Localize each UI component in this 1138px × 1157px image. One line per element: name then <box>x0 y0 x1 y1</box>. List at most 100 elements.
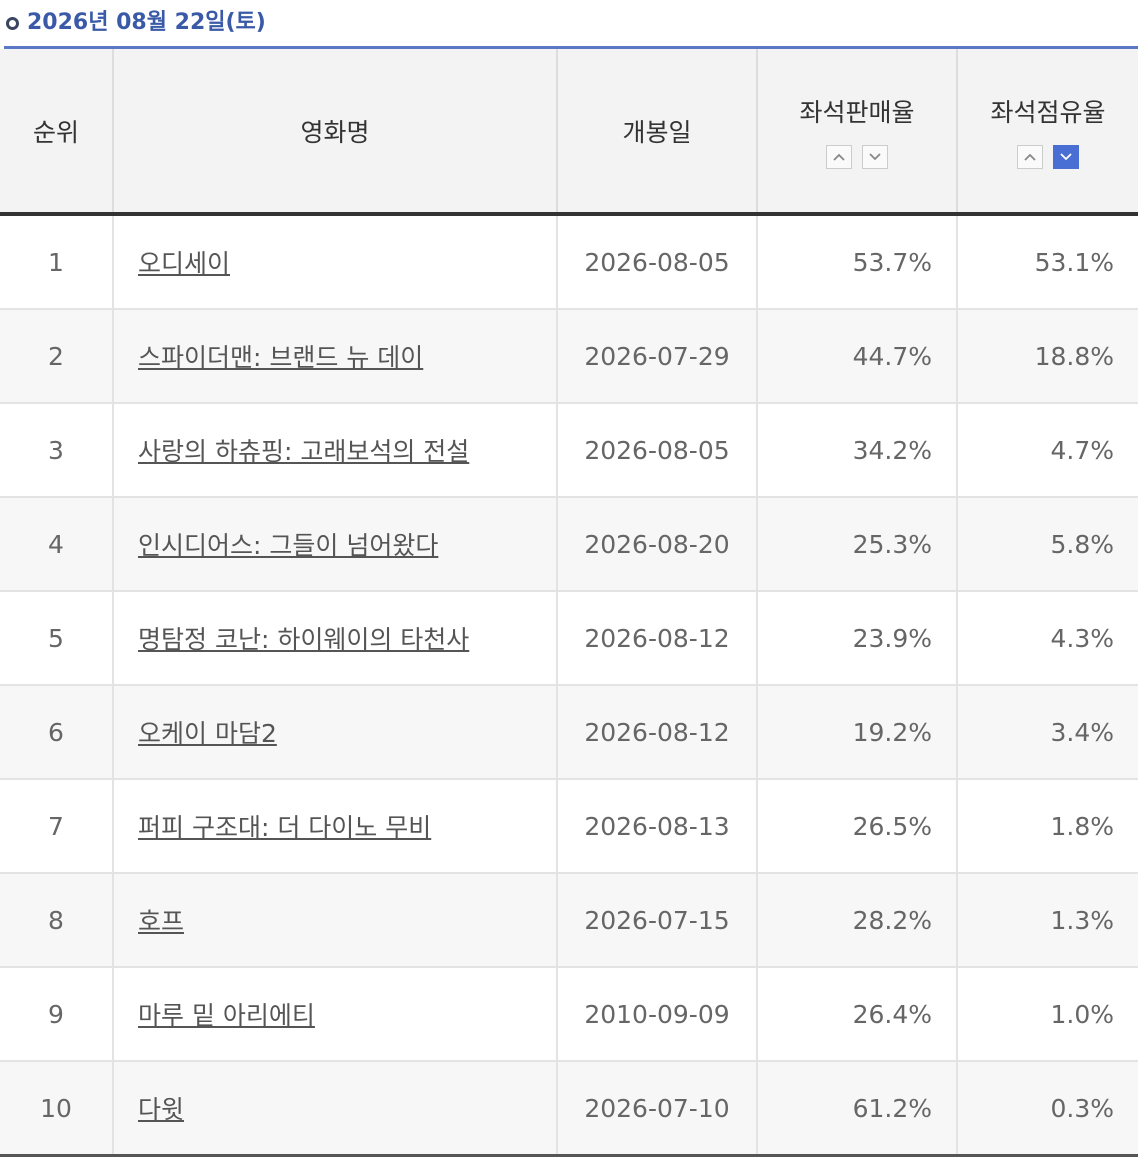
seat-share-rate: 18.8% <box>1034 341 1114 371</box>
release-date: 2026-08-20 <box>584 529 730 559</box>
seat-share-rate: 53.1% <box>1034 247 1114 277</box>
table-row: 5 명탐정 코난: 하이웨이의 타천사 2026-08-12 23.9% 4.3% <box>0 591 1138 686</box>
movie-title-cell: 오케이 마담2 <box>112 685 557 780</box>
release-date-cell: 2026-08-12 <box>556 685 757 780</box>
seat-share-rate: 5.8% <box>1050 529 1114 559</box>
table-row: 10 다윗 2026-07-10 61.2% 0.3% <box>0 1061 1138 1157</box>
movie-link[interactable]: 호프 <box>138 907 185 936</box>
seat-share-rate-cell: 4.7% <box>956 403 1138 498</box>
column-label: 좌석점유율 <box>990 97 1106 127</box>
column-header: 좌석점유율 <box>956 49 1138 216</box>
release-date-cell: 2026-08-05 <box>556 403 757 498</box>
movie-link[interactable]: 명탐정 코난: 하이웨이의 타천사 <box>138 625 470 654</box>
table-row: 8 호프 2026-07-15 28.2% 1.3% <box>0 873 1138 968</box>
sort-asc-button[interactable] <box>1017 144 1043 169</box>
column-header: 영화명 <box>112 49 557 216</box>
seat-sales-rate: 44.7% <box>852 341 932 371</box>
movie-title-cell: 인시디어스: 그들이 넘어왔다 <box>112 497 557 592</box>
sort-buttons <box>759 144 955 169</box>
rank-cell: 9 <box>0 967 113 1062</box>
seat-share-rate-cell: 1.0% <box>956 967 1138 1062</box>
movie-link[interactable]: 오디세이 <box>138 249 231 278</box>
seat-sales-rate: 53.7% <box>852 247 932 277</box>
seat-share-rate-cell: 0.3% <box>956 1061 1138 1157</box>
rank-cell: 8 <box>0 873 113 968</box>
release-date-cell: 2026-08-05 <box>556 214 757 310</box>
rank: 7 <box>48 811 64 841</box>
sort-desc-button[interactable] <box>862 144 888 169</box>
table-row: 2 스파이더맨: 브랜드 뉴 데이 2026-07-29 44.7% 18.8% <box>0 309 1138 404</box>
seat-share-rate: 3.4% <box>1050 717 1114 747</box>
movie-link[interactable]: 사랑의 하츄핑: 고래보석의 전설 <box>138 437 470 466</box>
table-row: 7 퍼피 구조대: 더 다이노 무비 2026-08-13 26.5% 1.8% <box>0 779 1138 874</box>
seat-share-rate: 4.3% <box>1050 623 1114 653</box>
rank-cell: 4 <box>0 497 113 592</box>
rank-cell: 3 <box>0 403 113 498</box>
rank: 3 <box>48 435 64 465</box>
release-date: 2010-09-09 <box>584 999 730 1029</box>
table-row: 3 사랑의 하츄핑: 고래보석의 전설 2026-08-05 34.2% 4.7% <box>0 403 1138 498</box>
movie-link[interactable]: 다윗 <box>138 1095 185 1124</box>
rank: 1 <box>48 247 64 277</box>
rank-cell: 1 <box>0 214 113 310</box>
seat-sales-rate-cell: 44.7% <box>756 309 957 404</box>
seat-sales-rate-cell: 26.5% <box>756 779 957 874</box>
rank: 6 <box>48 717 64 747</box>
movie-link[interactable]: 스파이더맨: 브랜드 뉴 데이 <box>138 343 424 372</box>
movie-title-cell: 오디세이 <box>112 214 557 310</box>
seat-sales-rate: 26.4% <box>852 999 932 1029</box>
release-date: 2026-07-15 <box>584 905 730 935</box>
release-date-cell: 2026-08-12 <box>556 591 757 686</box>
movie-title-cell: 퍼피 구조대: 더 다이노 무비 <box>112 779 557 874</box>
release-date: 2026-08-12 <box>584 623 730 653</box>
seat-sales-rate: 26.5% <box>852 811 932 841</box>
date-title: 2026년 08월 22일(토) <box>27 10 266 35</box>
movie-title-cell: 스파이더맨: 브랜드 뉴 데이 <box>112 309 557 404</box>
table-row: 4 인시디어스: 그들이 넘어왔다 2026-08-20 25.3% 5.8% <box>0 497 1138 592</box>
movie-title-cell: 명탐정 코난: 하이웨이의 타천사 <box>112 591 557 686</box>
rank: 5 <box>48 623 64 653</box>
rank: 9 <box>48 999 64 1029</box>
seat-sales-rate-cell: 34.2% <box>756 403 957 498</box>
release-date: 2026-08-12 <box>584 717 730 747</box>
seat-share-rate-cell: 4.3% <box>956 591 1138 686</box>
release-date-cell: 2026-08-20 <box>556 497 757 592</box>
seat-share-rate: 1.0% <box>1050 999 1114 1029</box>
movie-link[interactable]: 마루 밑 아리에티 <box>138 1001 315 1030</box>
seat-sales-rate-cell: 25.3% <box>756 497 957 592</box>
column-label: 개봉일 <box>622 117 692 147</box>
movie-title-cell: 호프 <box>112 873 557 968</box>
seat-sales-rate-cell: 19.2% <box>756 685 957 780</box>
seat-share-rate: 4.7% <box>1050 435 1114 465</box>
column-label: 순위 <box>32 117 79 147</box>
movie-link[interactable]: 오케이 마담2 <box>138 719 277 748</box>
seat-share-rate: 1.8% <box>1050 811 1114 841</box>
movie-link[interactable]: 인시디어스: 그들이 넘어왔다 <box>138 531 439 560</box>
seat-sales-rate: 23.9% <box>852 623 932 653</box>
seat-sales-rate-cell: 23.9% <box>756 591 957 686</box>
seat-share-rate-cell: 53.1% <box>956 214 1138 310</box>
seat-sales-rate: 28.2% <box>852 905 932 935</box>
release-date: 2026-07-10 <box>584 1093 730 1123</box>
release-date: 2026-07-29 <box>584 341 730 371</box>
seat-share-rate-cell: 1.3% <box>956 873 1138 968</box>
movie-title-cell: 다윗 <box>112 1061 557 1157</box>
seat-sales-rate-cell: 53.7% <box>756 214 957 310</box>
seat-sales-rate-cell: 61.2% <box>756 1061 957 1157</box>
movie-link[interactable]: 퍼피 구조대: 더 다이노 무비 <box>138 813 432 842</box>
seat-share-rate: 1.3% <box>1050 905 1114 935</box>
rank-cell: 6 <box>0 685 113 780</box>
seat-share-rate-cell: 18.8% <box>956 309 1138 404</box>
sort-asc-button[interactable] <box>826 144 852 169</box>
rank-cell: 7 <box>0 779 113 874</box>
seat-sales-rate: 61.2% <box>852 1093 932 1123</box>
seat-sales-rate: 34.2% <box>852 435 932 465</box>
box-office-table: 순위 영화명 개봉일 좌석판매율 좌석점유율 1 오디세이 2026-08-05 53.7% 5… <box>0 49 1138 1157</box>
column-label: 영화명 <box>300 117 370 147</box>
column-header: 개봉일 <box>556 49 757 216</box>
rank-cell: 10 <box>0 1061 113 1157</box>
release-date-cell: 2026-07-15 <box>556 873 757 968</box>
release-date: 2026-08-05 <box>584 247 730 277</box>
table-row: 6 오케이 마담2 2026-08-12 19.2% 3.4% <box>0 685 1138 780</box>
sort-desc-button[interactable] <box>1053 144 1079 169</box>
